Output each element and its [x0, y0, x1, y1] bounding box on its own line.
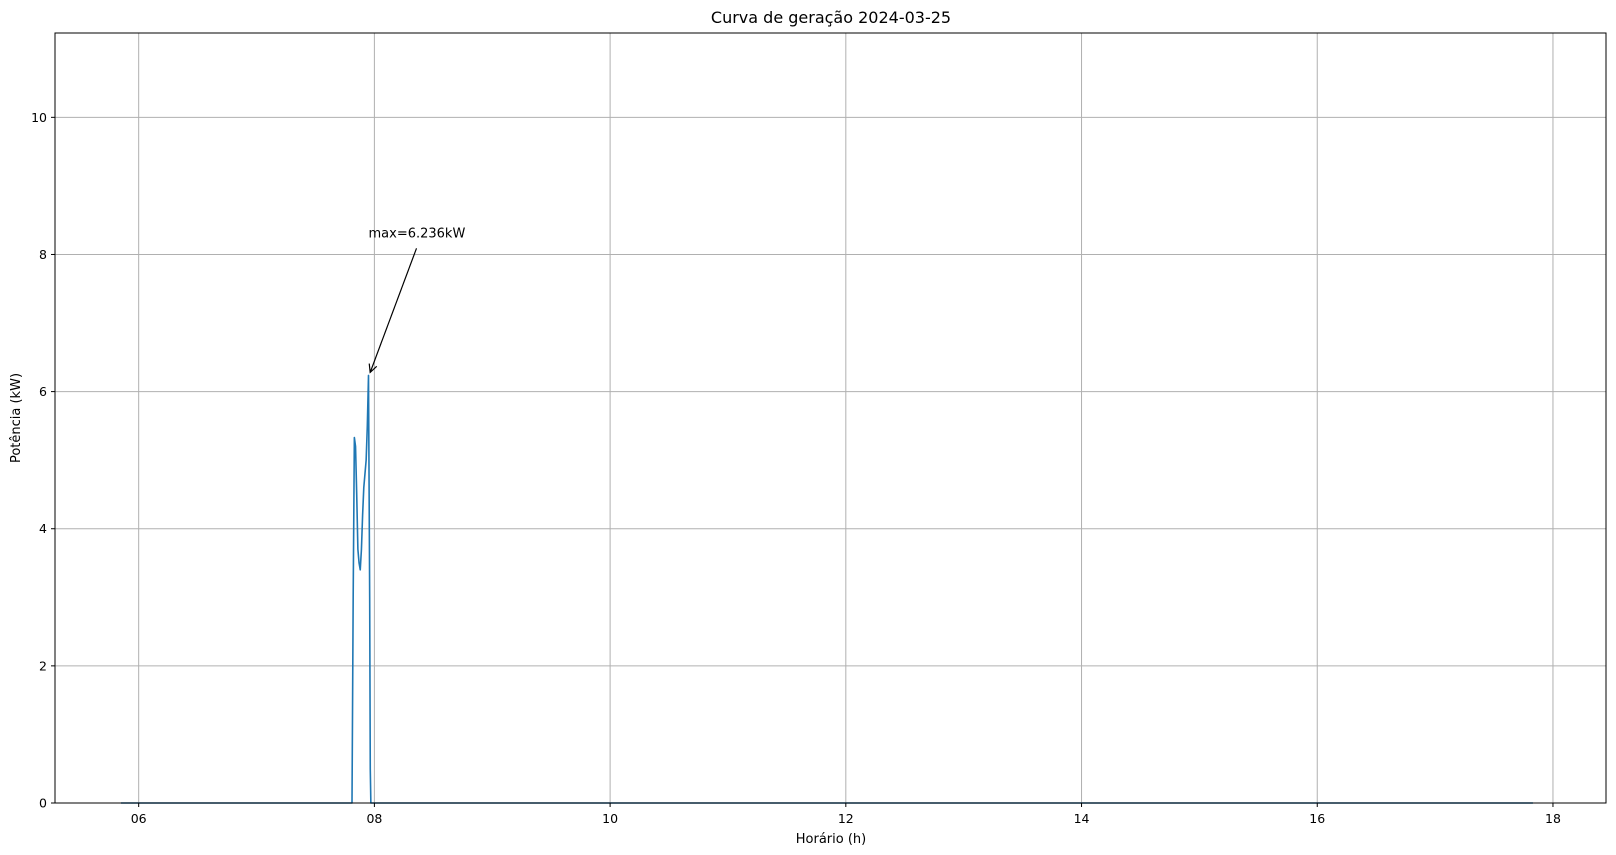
series-line — [121, 374, 1533, 804]
x-tick-label: 10 — [602, 811, 618, 826]
x-tick-label: 06 — [131, 811, 147, 826]
max-annotation-arrow — [370, 248, 418, 372]
y-axis-label: Potência (kW) — [9, 373, 24, 463]
x-tick-label: 08 — [366, 811, 382, 826]
grid — [55, 33, 1606, 804]
ticks: 06 08 10 12 14 16 18 0 2 4 6 8 10 — [31, 110, 1561, 826]
y-tick-label: 0 — [39, 796, 47, 811]
x-tick-label: 14 — [1074, 811, 1090, 826]
y-tick-label: 8 — [39, 247, 47, 262]
chart-title: Curva de geração 2024-03-25 — [711, 8, 951, 27]
plot-frame — [54, 32, 1607, 804]
y-tick-label: 2 — [39, 658, 47, 673]
annotation-layer: max=6.236kW — [369, 226, 466, 372]
x-tick-label: 18 — [1545, 811, 1561, 826]
y-tick-label: 6 — [39, 384, 47, 399]
x-tick-label: 16 — [1309, 811, 1325, 826]
max-annotation-text: max=6.236kW — [369, 226, 466, 241]
y-tick-label: 4 — [39, 521, 47, 536]
x-axis-label: Horário (h) — [796, 832, 866, 847]
x-tick-label: 12 — [838, 811, 854, 826]
series-layer — [121, 374, 1533, 804]
y-tick-label: 10 — [31, 110, 47, 125]
